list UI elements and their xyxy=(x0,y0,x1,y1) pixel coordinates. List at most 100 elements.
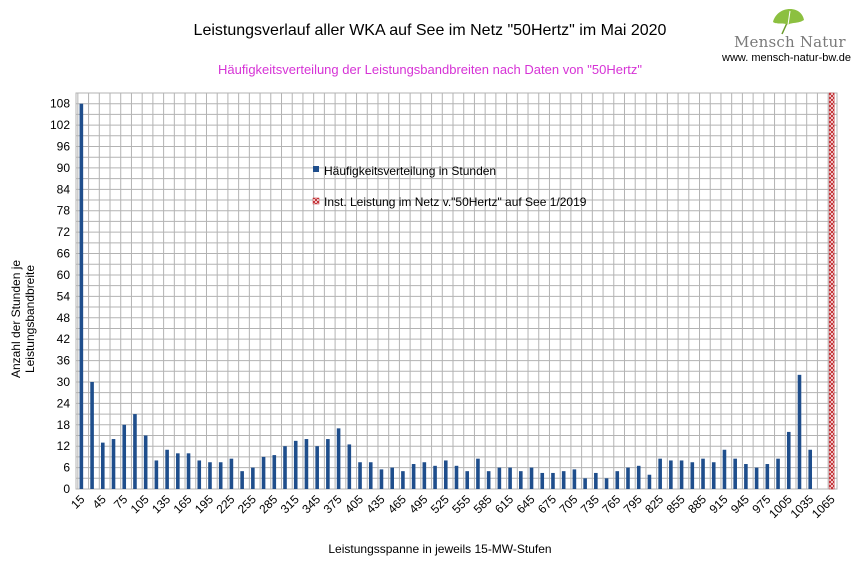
x-tick-label: 45 xyxy=(90,492,110,512)
y-tick-label: 30 xyxy=(57,375,71,389)
bar xyxy=(100,442,105,489)
x-tick-label: 705 xyxy=(556,492,580,516)
bar xyxy=(208,462,212,489)
x-tick-label: 285 xyxy=(256,492,280,516)
bar xyxy=(679,460,684,489)
x-tick-label: 735 xyxy=(578,492,602,516)
y-tick-label: 42 xyxy=(57,332,71,346)
x-axis-ticks: 15 45 751051351651952252552853153453754054… xyxy=(68,492,838,521)
x-tick-label: 405 xyxy=(342,492,366,516)
bar xyxy=(669,460,673,489)
x-tick-label: 555 xyxy=(449,492,473,516)
y-tick-label: 18 xyxy=(57,418,71,432)
bar xyxy=(197,460,202,489)
bar xyxy=(636,465,641,489)
y-tick-label: 36 xyxy=(57,354,71,368)
chart-title: Leistungsverlauf aller WKA auf See im Ne… xyxy=(193,22,667,39)
bar xyxy=(454,465,459,489)
x-tick-label: 675 xyxy=(535,492,559,516)
bar xyxy=(808,449,813,489)
y-tick-label: 24 xyxy=(57,396,71,410)
bar xyxy=(486,471,491,489)
bar xyxy=(122,424,127,489)
bar xyxy=(722,449,727,489)
x-tick-label: 75 xyxy=(111,492,131,512)
x-tick-label: 105 xyxy=(128,492,152,516)
bar xyxy=(358,462,362,489)
bar xyxy=(626,467,630,489)
bar xyxy=(540,472,545,489)
x-tick-label: 825 xyxy=(642,492,666,516)
bar xyxy=(90,381,94,489)
legend-label-hours: Häufigkeitsverteilung in Stunden xyxy=(324,164,496,178)
y-tick-label: 108 xyxy=(50,97,70,111)
plot-background xyxy=(75,92,838,490)
x-tick-label: 645 xyxy=(514,492,538,516)
bar xyxy=(658,458,662,489)
bar xyxy=(551,472,555,489)
bars xyxy=(79,92,835,490)
bar xyxy=(519,471,523,489)
bar xyxy=(572,469,577,489)
bar xyxy=(433,465,437,489)
legend: Häufigkeitsverteilung in Stunden Inst. L… xyxy=(312,164,587,209)
ginkgo-leaf-icon xyxy=(773,9,804,35)
bar xyxy=(786,431,791,489)
x-tick-label: 795 xyxy=(621,492,645,516)
x-tick-label: 255 xyxy=(235,492,259,516)
bar xyxy=(326,439,330,489)
legend-label-installed: Inst. Leistung im Netz v."50Hertz" auf S… xyxy=(324,195,587,209)
y-tick-label: 48 xyxy=(57,311,71,325)
bar xyxy=(261,456,266,489)
y-tick-label: 54 xyxy=(57,289,71,303)
x-tick-label: 315 xyxy=(278,492,302,516)
bar xyxy=(615,471,620,489)
x-tick-label: 1065 xyxy=(809,492,838,521)
bar xyxy=(154,460,159,489)
x-tick-label: 885 xyxy=(685,492,709,516)
y-axis-ticks: 0 6 12 18 24 30 36 42 48 54 60 66 72 78 84 90 96 102 108 xyxy=(50,97,70,496)
bar xyxy=(79,103,84,490)
bar xyxy=(797,374,802,489)
x-tick-label: 135 xyxy=(149,492,173,516)
bar xyxy=(218,462,223,489)
bar xyxy=(754,467,759,489)
bar xyxy=(604,478,609,489)
x-tick-label: 345 xyxy=(299,492,323,516)
bar xyxy=(186,453,191,489)
bar xyxy=(411,464,416,489)
bar xyxy=(379,469,384,489)
bar xyxy=(251,467,255,489)
x-tick-label: 945 xyxy=(728,492,752,516)
bar xyxy=(561,471,566,489)
bar xyxy=(368,462,373,489)
bar xyxy=(293,440,298,489)
x-tick-label: 195 xyxy=(192,492,216,516)
bar xyxy=(776,458,780,489)
y-tick-label: 78 xyxy=(57,204,71,218)
y-tick-label: 72 xyxy=(57,225,71,239)
bar xyxy=(497,467,502,489)
x-tick-label: 585 xyxy=(471,492,495,516)
chart-subtitle: Häufigkeitsverteilung der Leistungsbandb… xyxy=(217,62,643,77)
bar xyxy=(336,428,341,489)
y-tick-label: 66 xyxy=(57,247,71,261)
y-tick-label: 84 xyxy=(57,182,71,196)
bar xyxy=(390,467,394,489)
x-tick-label: 165 xyxy=(171,492,195,516)
bar xyxy=(401,471,405,489)
bar-installed-capacity xyxy=(828,92,835,490)
bar xyxy=(443,460,448,489)
bar xyxy=(465,471,470,489)
x-tick-label: 225 xyxy=(213,492,237,516)
bar xyxy=(701,458,705,489)
y-tick-label: 90 xyxy=(57,161,71,175)
x-tick-label: 855 xyxy=(664,492,688,516)
x-tick-label: 615 xyxy=(492,492,516,516)
legend-marker-installed xyxy=(312,197,320,205)
bar xyxy=(143,435,148,489)
bar xyxy=(476,458,480,489)
bar xyxy=(647,474,652,489)
